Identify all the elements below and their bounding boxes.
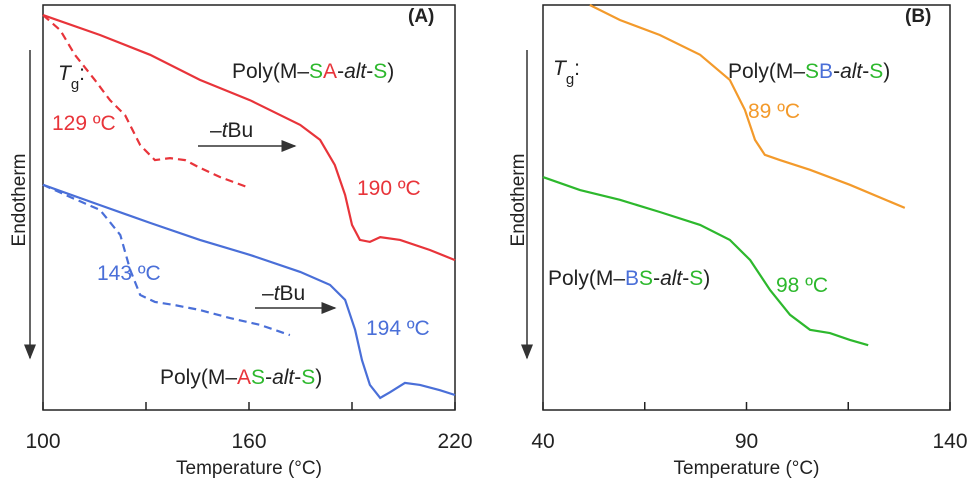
data-line <box>42 14 251 190</box>
annotation: Poly(M–SA-alt-S) <box>232 60 394 83</box>
annotation: –tBu <box>262 282 305 305</box>
annotation-part: S <box>689 267 703 290</box>
annotation-part: Poly(M– <box>728 60 805 83</box>
annotation-part: - <box>265 366 272 389</box>
annotation: Tg: <box>58 62 85 93</box>
annotation: –tBu <box>210 119 253 142</box>
annotation-part: B <box>625 267 639 290</box>
annotation: 98 ºC <box>776 274 828 297</box>
annotation-part: S <box>869 60 883 83</box>
annotation-part: t <box>222 119 229 142</box>
annotation-part: - <box>833 60 840 83</box>
annotation-part: S <box>639 267 653 290</box>
annotation-part: ) <box>883 60 890 83</box>
y-axis-label: Endotherm <box>508 154 529 247</box>
annotation: 194 ºC <box>366 317 430 340</box>
annotation-part: alt <box>272 366 295 389</box>
annotation-part: T <box>553 57 568 80</box>
annotation-part: ) <box>703 267 710 290</box>
annotation-part: S <box>805 60 819 83</box>
annotation-part: g <box>566 71 574 88</box>
annotation: Poly(M–SB-alt-S) <box>728 60 890 83</box>
annotation-part: Poly(M– <box>160 366 237 389</box>
annotation-part: A <box>237 366 251 389</box>
annotation: 89 ºC <box>748 100 800 123</box>
annotation-part: B <box>819 60 833 83</box>
annotation: Poly(M–AS-alt-S) <box>160 366 322 389</box>
annotation-part: S <box>309 60 323 83</box>
panel-label: (A) <box>408 6 434 27</box>
x-tick-label: 90 <box>735 430 758 453</box>
annotation-part: Bu <box>280 282 306 305</box>
data-line <box>42 183 291 337</box>
annotation-part: Poly(M– <box>232 60 309 83</box>
annotation-part: A <box>323 60 337 83</box>
annotation-part: - <box>862 60 869 83</box>
annotation: 143 ºC <box>97 262 161 285</box>
annotation-part: – <box>262 282 274 305</box>
annotation-part: 89 ºC <box>748 100 800 123</box>
x-tick-label: 160 <box>231 430 266 453</box>
annotation-part: - <box>682 267 689 290</box>
x-tick-label: 140 <box>932 430 967 453</box>
x-axis-label: Temperature (°C) <box>674 458 820 479</box>
annotation-part: S <box>373 60 387 83</box>
annotation-part: – <box>210 119 222 142</box>
x-tick-label: 220 <box>437 430 472 453</box>
annotation-part: - <box>653 267 660 290</box>
annotation-part: 98 ºC <box>776 274 828 297</box>
annotation: 129 ºC <box>52 112 116 135</box>
annotation-part: alt <box>344 60 367 83</box>
x-tick-label: 40 <box>531 430 554 453</box>
annotation-part: T <box>58 62 73 85</box>
annotation: Tg: <box>553 57 580 88</box>
annotation-part: 129 ºC <box>52 112 116 135</box>
annotation-part: Poly(M– <box>548 267 625 290</box>
annotation-part: - <box>366 60 373 83</box>
annotation-part: - <box>294 366 301 389</box>
annotation-part: g <box>71 76 79 93</box>
data-line <box>42 183 456 400</box>
annotation-part: alt <box>660 267 683 290</box>
annotation-part: - <box>337 60 344 83</box>
annotation-part: alt <box>840 60 863 83</box>
annotation-part: Bu <box>228 119 254 142</box>
x-axis-label: Temperature (°C) <box>176 458 322 479</box>
annotation: 190 ºC <box>357 177 421 200</box>
annotation-part: 194 ºC <box>366 317 430 340</box>
annotation-part: 190 ºC <box>357 177 421 200</box>
y-axis-label: Endotherm <box>9 154 30 247</box>
annotation-part: ) <box>387 60 394 83</box>
annotation-part: t <box>274 282 281 305</box>
data-line <box>542 176 869 347</box>
x-tick-label: 100 <box>25 430 60 453</box>
annotation-part: S <box>251 366 265 389</box>
annotation-part: 143 ºC <box>97 262 161 285</box>
annotation-part: S <box>301 366 315 389</box>
data-line <box>589 4 906 209</box>
annotation-part: : <box>574 57 580 80</box>
panel-label: (B) <box>905 6 931 27</box>
annotation: Poly(M–BS-alt-S) <box>548 267 710 290</box>
data-line <box>42 14 456 262</box>
annotation-part: ) <box>315 366 322 389</box>
annotation-part: : <box>79 62 85 85</box>
